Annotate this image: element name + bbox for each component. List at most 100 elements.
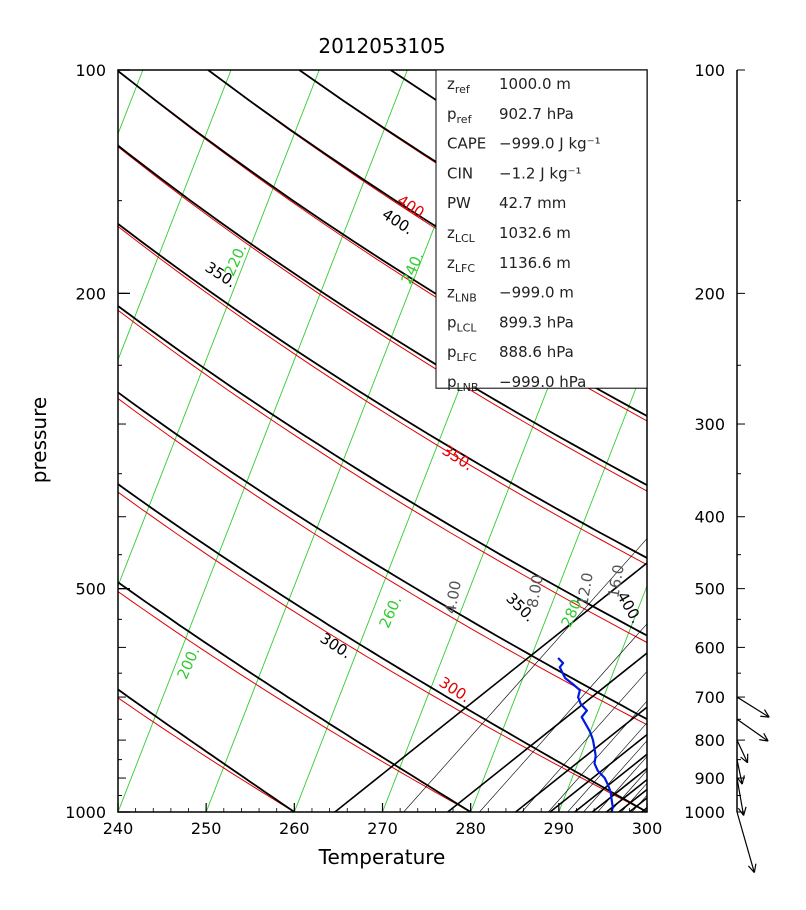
wind-arrowhead bbox=[753, 863, 757, 873]
wind-arrowhead bbox=[763, 732, 769, 742]
wind-tick-label: 600 bbox=[694, 638, 725, 657]
wind-axis-ticks: 100 200 300 400 500 600 700 800 900 1000 bbox=[684, 61, 745, 822]
isotherm-lines bbox=[118, 70, 647, 812]
moist-adiabat-line bbox=[118, 483, 647, 812]
stats-label: zLFC bbox=[447, 254, 475, 275]
wind-barb bbox=[736, 811, 755, 873]
dry-adiabat-line bbox=[118, 590, 471, 812]
wind-tick-label: 800 bbox=[694, 731, 725, 750]
isotherm-line bbox=[118, 70, 320, 588]
y-tick-label: 100 bbox=[75, 61, 106, 80]
wind-barb bbox=[736, 718, 769, 742]
stats-value: −999.0 hPa bbox=[499, 373, 586, 391]
mixing-ratio-thin-line bbox=[403, 538, 647, 812]
dry-adiabat-line bbox=[118, 225, 647, 566]
dry-adiabat-label: 350. bbox=[439, 441, 477, 474]
stats-value: −999.0 m bbox=[499, 284, 574, 302]
wind-barb bbox=[736, 739, 749, 764]
isotherm-line bbox=[558, 584, 647, 812]
moist-adiabat-label: 300. bbox=[317, 629, 355, 662]
dry-adiabat-line bbox=[118, 697, 295, 812]
mixing-ratio-line bbox=[641, 806, 647, 812]
dry-adiabat-line bbox=[118, 146, 647, 492]
dry-adiabat-line bbox=[118, 491, 647, 812]
x-tick-label: 300 bbox=[632, 819, 663, 838]
wind-tick-label: 900 bbox=[694, 769, 725, 788]
isotherm-line bbox=[118, 70, 408, 812]
wind-barb bbox=[736, 696, 770, 718]
isotherm-line bbox=[470, 358, 647, 812]
y-axis-label: pressure bbox=[27, 397, 51, 483]
stats-label: CAPE bbox=[447, 135, 486, 153]
moist-adiabat-line bbox=[118, 810, 119, 812]
mixing-ratio-line bbox=[515, 706, 647, 812]
mixing-ratio-line bbox=[549, 733, 647, 812]
x-tick-label: 260 bbox=[279, 819, 310, 838]
mixing-ratio-thin-line bbox=[583, 740, 647, 812]
mixing-ratio-line bbox=[574, 753, 647, 812]
wind-arrowhead bbox=[740, 756, 748, 764]
sounding-group bbox=[557, 657, 614, 812]
mixing-ratio-thin-line bbox=[521, 670, 647, 812]
y-tick-label: 1000 bbox=[65, 803, 106, 822]
wind-arrowhead bbox=[743, 806, 747, 816]
stats-label: pLCL bbox=[447, 313, 477, 334]
wind-arrowhead bbox=[759, 739, 769, 742]
x-tick-label: 290 bbox=[544, 819, 575, 838]
stats-label: CIN bbox=[447, 164, 473, 182]
mixing-ratio-label: 8.00 bbox=[523, 573, 547, 609]
mixing-ratio-line bbox=[447, 652, 647, 812]
moist-adiabat-line bbox=[118, 222, 647, 559]
dry-adiabat-line bbox=[118, 811, 119, 812]
wind-tick-label: 300 bbox=[694, 415, 725, 434]
isotherm-label: 200. bbox=[173, 644, 203, 682]
moist-adiabat-line bbox=[118, 688, 295, 812]
mixing-ratio-line bbox=[334, 561, 647, 812]
chart-title: 2012053105 bbox=[318, 34, 445, 58]
stats-label: pref bbox=[447, 105, 473, 126]
stats-value: 902.7 hPa bbox=[499, 105, 574, 123]
x-tick-label: 270 bbox=[367, 819, 398, 838]
y-axis-ticks: 100 200 500 1000 bbox=[65, 61, 130, 822]
y-tick-label: 200 bbox=[75, 284, 106, 303]
moist-adiabat-line bbox=[118, 391, 647, 721]
stats-value: −999.0 J kg⁻¹ bbox=[499, 135, 601, 153]
wind-arrowhead bbox=[747, 865, 755, 873]
wind-barb bbox=[736, 759, 743, 785]
dry-adiabat-lines bbox=[118, 70, 647, 812]
stats-value: 899.3 hPa bbox=[499, 313, 574, 331]
stats-value: 888.6 hPa bbox=[499, 343, 574, 361]
stats-value: 1136.6 m bbox=[499, 254, 571, 272]
wind-tick-label: 700 bbox=[694, 688, 725, 707]
stats-label: zLCL bbox=[447, 224, 476, 245]
isotherm-line bbox=[646, 810, 647, 812]
mixing-ratio-thin-line bbox=[567, 722, 647, 812]
x-tick-label: 250 bbox=[191, 819, 222, 838]
mixing-ratio-line bbox=[628, 796, 647, 812]
stats-label: pLNB bbox=[447, 373, 478, 394]
x-tick-label: 240 bbox=[103, 819, 134, 838]
sounding-line bbox=[557, 657, 614, 812]
dry-adiabat-line bbox=[118, 397, 647, 726]
isotherm-label: 260. bbox=[375, 593, 405, 631]
wind-tick-label: 400 bbox=[694, 508, 725, 527]
plot-area bbox=[118, 70, 647, 812]
stats-label: zref bbox=[447, 75, 471, 96]
wind-arrowhead bbox=[741, 775, 745, 785]
stats-label: zLNB bbox=[447, 284, 477, 305]
mixing-ratio-label: 16.0 bbox=[604, 563, 628, 599]
x-axis-ticks: 240 250 260 270 280 290 300 bbox=[103, 803, 663, 838]
mixing-ratio-thin-line bbox=[479, 623, 647, 812]
wind-tick-label: 1000 bbox=[684, 803, 725, 822]
isotherm-line bbox=[118, 70, 232, 362]
mixing-ratio-label: 12.0 bbox=[573, 571, 597, 607]
mixing-ratio-thin-line bbox=[631, 794, 647, 812]
wind-arrowhead bbox=[763, 709, 770, 718]
stats-label: PW bbox=[447, 194, 471, 212]
x-tick-label: 280 bbox=[455, 819, 486, 838]
wind-tick-label: 100 bbox=[694, 61, 725, 80]
stats-value: 1032.6 m bbox=[499, 224, 571, 242]
x-axis-label: Temperature bbox=[318, 845, 446, 869]
mixing-ratio-label: 4.00 bbox=[441, 579, 465, 615]
